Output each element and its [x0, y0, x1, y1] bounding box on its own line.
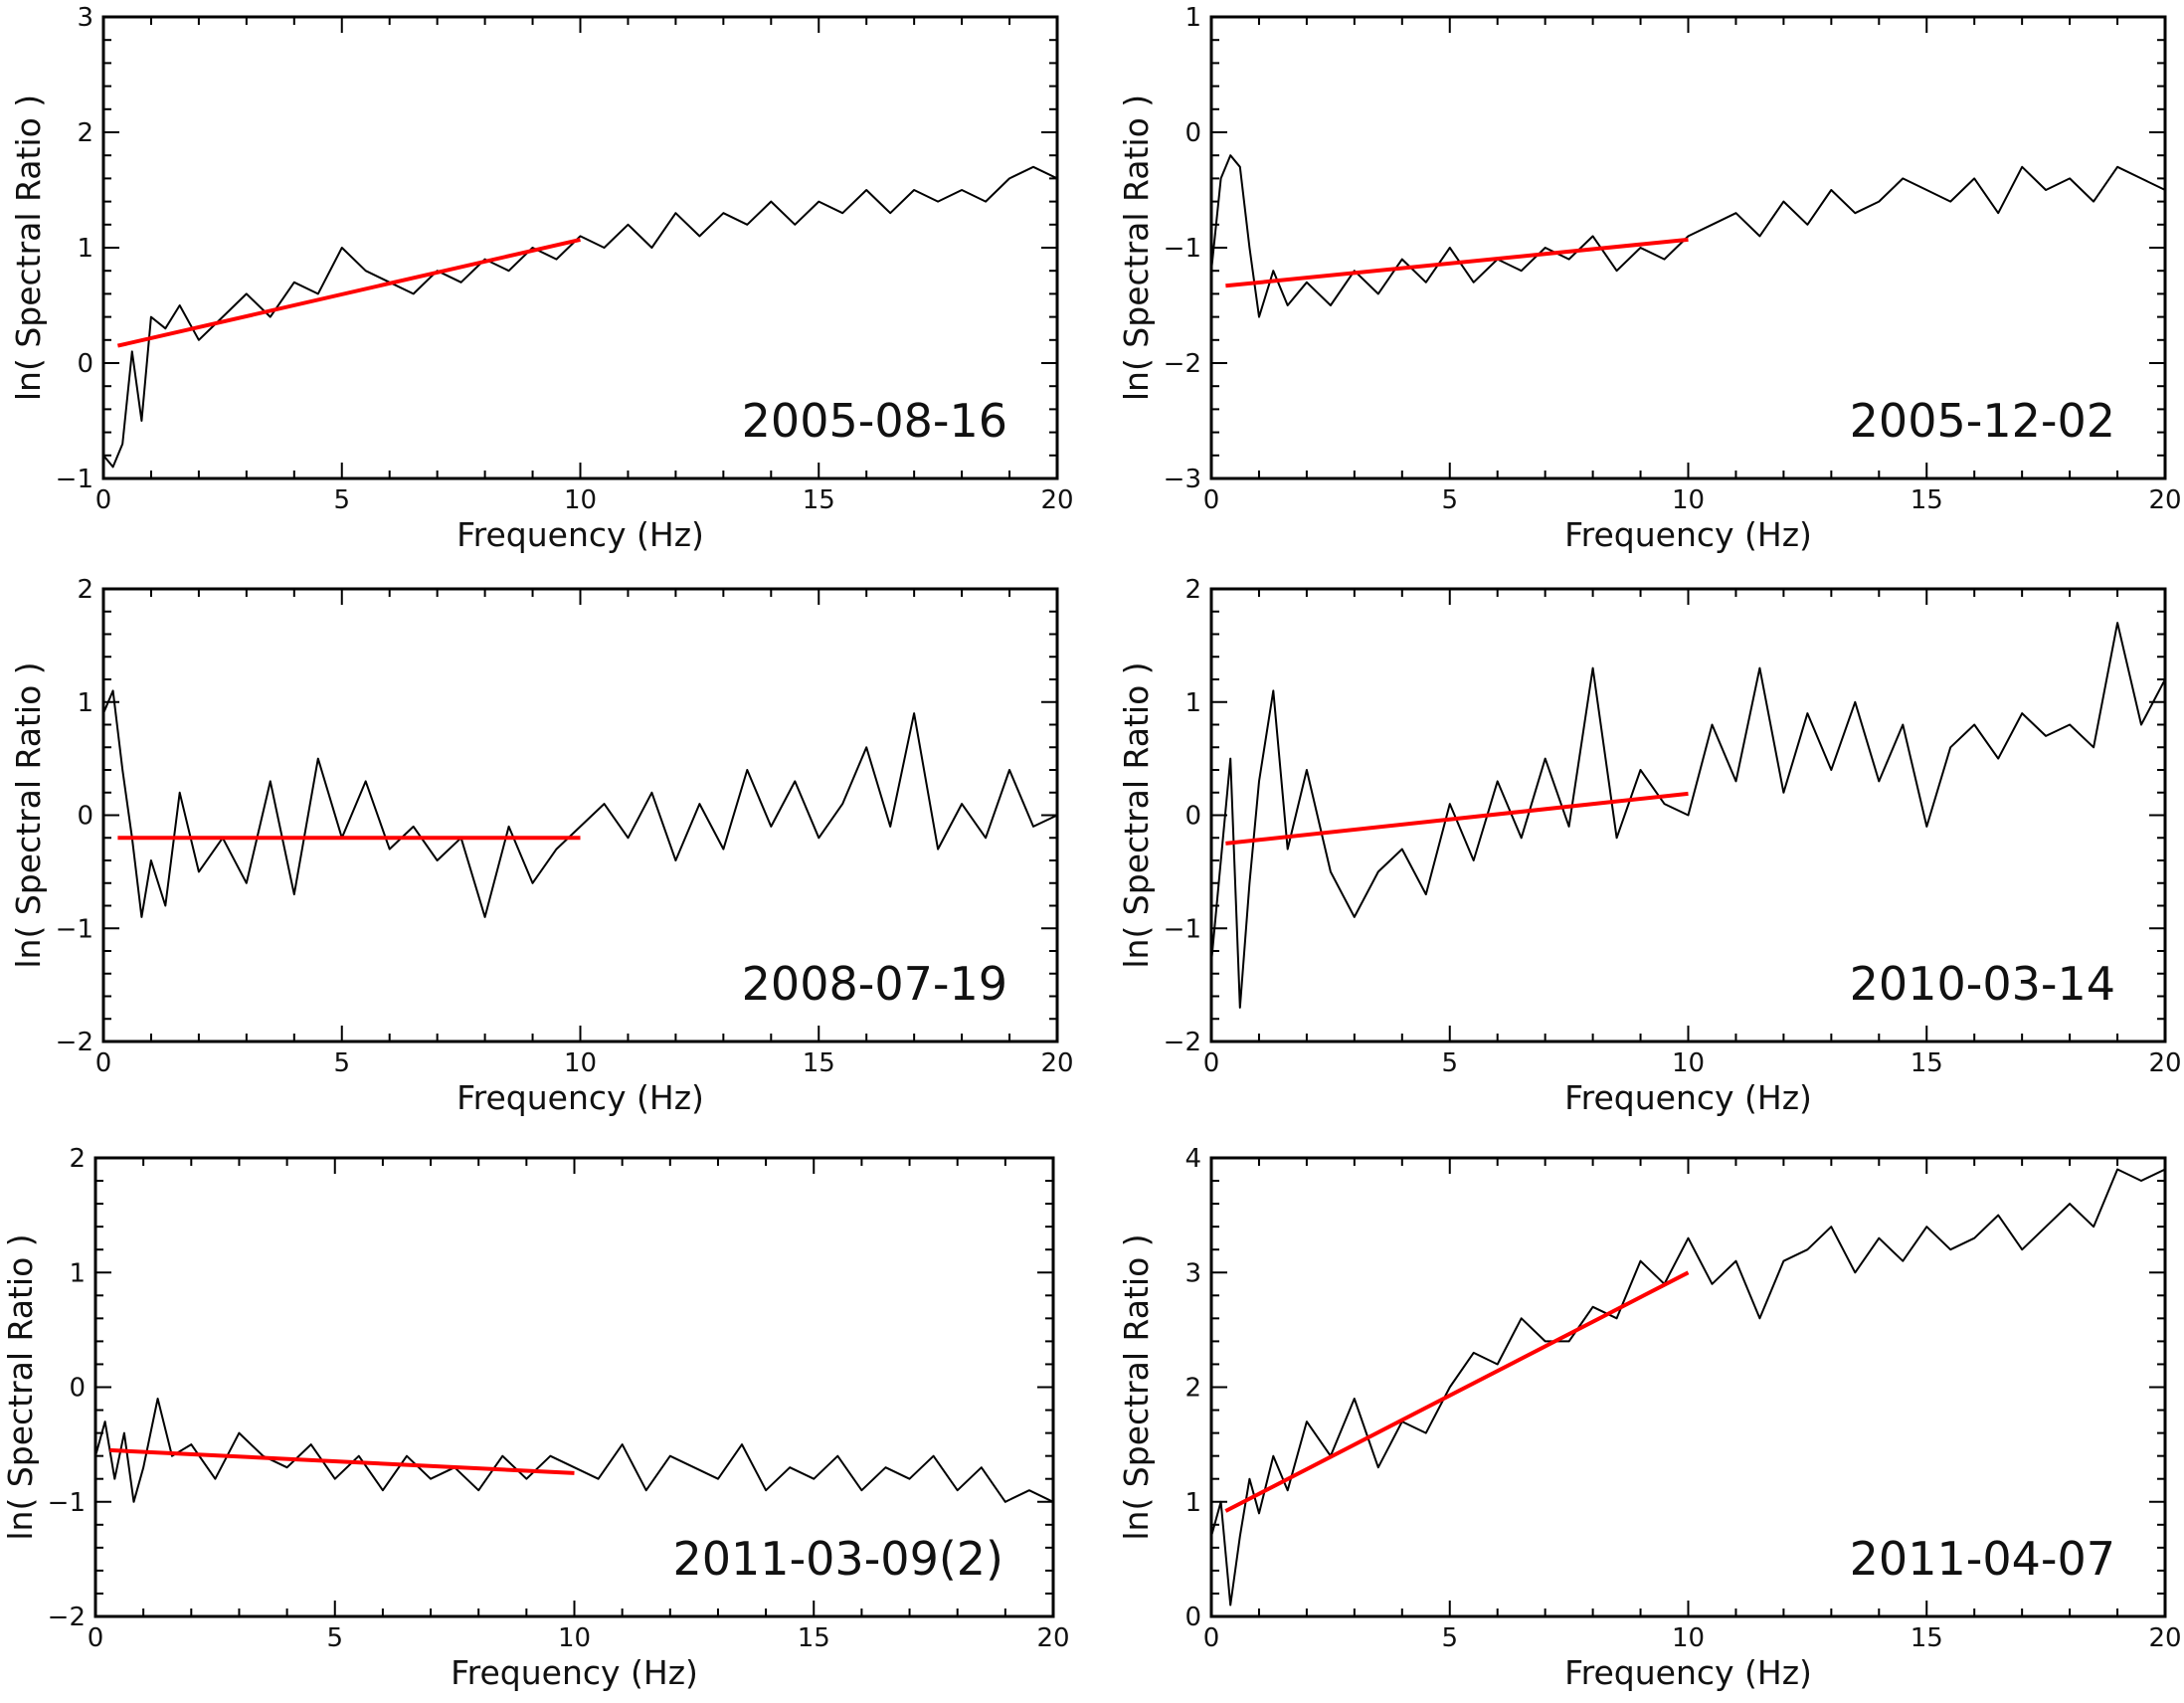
x-tick-label: 5	[326, 1623, 343, 1653]
y-tick-label: 2	[1184, 575, 1201, 605]
y-tick-label: 1	[1184, 688, 1201, 718]
x-tick-label: 10	[1672, 485, 1705, 515]
x-tick-label: 15	[803, 1048, 835, 1078]
event-date-label: 2011-04-07	[1850, 1532, 2115, 1586]
fit-line	[116, 237, 581, 348]
y-tick-label: 0	[77, 349, 93, 379]
x-tick-label: 5	[1441, 485, 1458, 515]
x-axis-title: Frequency (Hz)	[1564, 1078, 1812, 1117]
x-tick-label: 20	[1040, 485, 1073, 515]
spectral-ratio-line	[1211, 622, 2165, 1009]
panel-2011-04-07: 0 5 10 15 20 0 1 2 3 4 Frequency (Hz) ln( Spectral …	[1117, 1144, 2182, 1692]
x-tick-label: 15	[1911, 1048, 1943, 1078]
x-tick-label: 0	[88, 1623, 104, 1653]
x-tick-label: 15	[1911, 485, 1943, 515]
spectral-ratio-line	[1211, 154, 2165, 318]
y-tick-label: 4	[1184, 1144, 1201, 1174]
y-tick-label: −1	[1164, 234, 1201, 264]
x-tick-label: 15	[1911, 1623, 1943, 1653]
fit-line	[1225, 791, 1689, 846]
y-tick-label: −1	[48, 1488, 86, 1518]
y-tick-label: 0	[1184, 1603, 1201, 1632]
x-tick-label: 5	[1441, 1048, 1458, 1078]
x-tick-label: 0	[95, 1048, 112, 1078]
y-tick-label: 0	[77, 802, 93, 832]
event-date-label: 2008-07-19	[742, 957, 1007, 1011]
event-date-label: 2005-12-02	[1850, 394, 2115, 448]
y-tick-label: 1	[69, 1258, 86, 1288]
x-tick-label: 5	[1441, 1623, 1458, 1653]
y-tick-label: 0	[1184, 802, 1201, 832]
event-date-label: 2010-03-14	[1850, 957, 2115, 1011]
fit-line	[1225, 237, 1689, 288]
y-tick-label: 1	[1184, 3, 1201, 33]
x-tick-label: 0	[95, 485, 112, 515]
x-tick-label: 10	[564, 485, 597, 515]
y-tick-label: 3	[1184, 1258, 1201, 1288]
y-axis-title: ln( Spectral Ratio )	[9, 95, 48, 401]
x-tick-label: 20	[1040, 1048, 1073, 1078]
y-tick-label: −1	[56, 914, 93, 944]
y-tick-label: 1	[1184, 1488, 1201, 1518]
x-tick-label: 20	[2148, 485, 2181, 515]
x-tick-label: 15	[803, 485, 835, 515]
x-axis-title: Frequency (Hz)	[451, 1653, 698, 1692]
x-tick-label: 10	[558, 1623, 591, 1653]
panel-2005-12-02: 0 5 10 15 20 −3 −2 −1 0 1 Frequency (Hz) ln( Spectr…	[1117, 3, 2182, 554]
event-date-label: 2011-03-09(2)	[673, 1532, 1004, 1586]
panel-2010-03-14: 0 5 10 15 20 −2 −1 0 1 2 Frequency (Hz) ln( Spectra…	[1117, 575, 2182, 1117]
x-tick-label: 0	[1203, 485, 1220, 515]
spectral-ratio-line	[95, 1398, 1053, 1503]
y-tick-label: 2	[69, 1144, 86, 1174]
x-axis-title: Frequency (Hz)	[456, 515, 704, 554]
y-tick-label: −2	[1164, 1028, 1201, 1057]
x-tick-label: 10	[1672, 1048, 1705, 1078]
y-tick-label: 1	[77, 688, 93, 718]
x-tick-label: 10	[564, 1048, 597, 1078]
y-tick-label: 2	[77, 575, 93, 605]
y-tick-label: −2	[56, 1028, 93, 1057]
y-tick-label: 1	[77, 234, 93, 264]
fit-line	[109, 1447, 575, 1475]
spectral-ratio-line	[103, 165, 1057, 469]
y-tick-label: −2	[1164, 349, 1201, 379]
x-tick-label: 15	[798, 1623, 830, 1653]
panel-2008-07-19: 0 5 10 15 20 −2 −1 0 1 2 Frequency (Hz) ln( Spectra…	[9, 575, 1074, 1117]
y-tick-label: 0	[1184, 118, 1201, 148]
y-axis-title: ln( Spectral Ratio )	[1, 1233, 40, 1540]
y-tick-label: 2	[1184, 1374, 1201, 1404]
x-tick-label: 0	[1203, 1048, 1220, 1078]
y-tick-label: −1	[1164, 914, 1201, 944]
y-axis-title: ln( Spectral Ratio )	[1117, 95, 1156, 401]
y-tick-label: −2	[48, 1603, 86, 1632]
spectral-ratio-line	[103, 689, 1057, 918]
spectral-ratio-line	[1211, 1168, 2165, 1607]
y-axis-title: ln( Spectral Ratio )	[1117, 662, 1156, 968]
fit-line	[1224, 1270, 1690, 1513]
x-axis-title: Frequency (Hz)	[1564, 515, 1812, 554]
y-tick-label: 2	[77, 118, 93, 148]
x-tick-label: 20	[2148, 1048, 2181, 1078]
y-axis-title: ln( Spectral Ratio )	[1117, 1233, 1156, 1540]
y-axis-title: ln( Spectral Ratio )	[9, 662, 48, 968]
x-tick-label: 5	[333, 485, 350, 515]
y-tick-label: 3	[77, 3, 93, 33]
x-tick-label: 5	[333, 1048, 350, 1078]
y-tick-label: −1	[56, 465, 93, 494]
x-tick-label: 10	[1672, 1623, 1705, 1653]
event-date-label: 2005-08-16	[742, 394, 1007, 448]
y-tick-label: 0	[69, 1374, 86, 1404]
y-tick-label: −3	[1164, 465, 1201, 494]
x-tick-label: 20	[1036, 1623, 1069, 1653]
x-axis-title: Frequency (Hz)	[1564, 1653, 1812, 1692]
x-axis-title: Frequency (Hz)	[456, 1078, 704, 1117]
x-tick-label: 20	[2148, 1623, 2181, 1653]
x-tick-label: 0	[1203, 1623, 1220, 1653]
panel-2011-03-09(2): 0 5 10 15 20 −2 −1 0 1 2 Frequency (Hz) ln( Spectra…	[1, 1144, 1070, 1692]
